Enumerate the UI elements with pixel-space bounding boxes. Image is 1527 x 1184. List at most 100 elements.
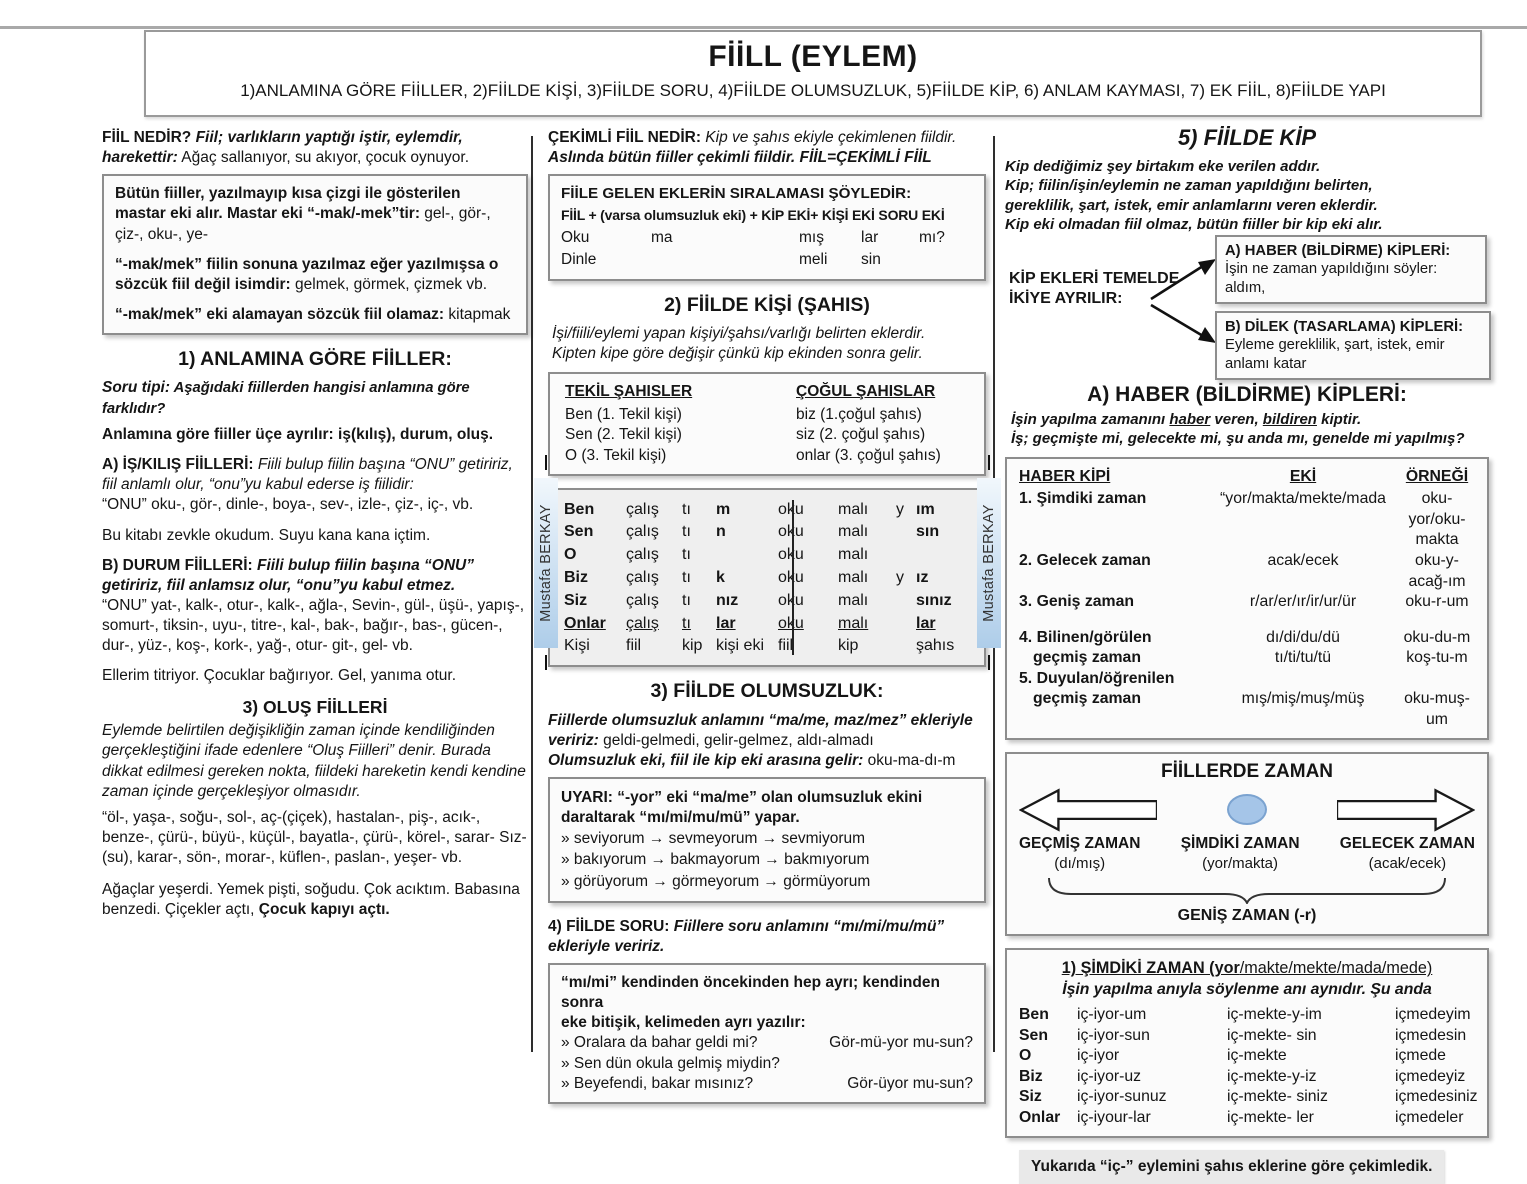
soru-example-line: » Sen dün okula gelmiş miydin? — [561, 1054, 973, 1074]
conj-cell — [896, 591, 916, 612]
ekler-cell: mı? — [919, 229, 945, 247]
page-header: FİİLL (EYLEM) 1)ANLAMINA GÖRE FİİLLER, 2… — [144, 30, 1482, 117]
conj-cell: oku — [778, 614, 804, 632]
person: Onlar — [1019, 1108, 1061, 1126]
soru-example-right: Gör-üyor mu-sun? — [847, 1074, 973, 1092]
ekler-cell: Dinle — [561, 251, 597, 269]
simdiki-row: Ben iç-iyor-um iç-mekte-y-im içmedeyim — [1019, 1005, 1475, 1026]
ekler-cell: mış — [799, 229, 824, 247]
haber-ornek: oku-muş-um — [1404, 690, 1470, 728]
haber-ornek: koş-tu-m — [1406, 649, 1468, 667]
simdiki-subtitle: İşin yapılma anıyla söylenme anı aynıdır… — [1062, 981, 1432, 999]
simdiki-row: O iç-iyor iç-mekte içmede — [1019, 1046, 1475, 1067]
conj-footer-cell: şahıs — [916, 637, 955, 655]
person: Biz — [1019, 1067, 1043, 1085]
tekil-item: Sen (2. Tekil kişi) — [565, 426, 682, 444]
is-kilis-label: A) İŞ/KILIŞ FİİLLERİ: — [102, 456, 254, 474]
soru-example: » Beyefendi, bakar mısınız? — [561, 1074, 754, 1092]
conj-cell: tı — [682, 614, 691, 632]
haber-kip: 5. Duyulan/öğrenilen — [1019, 669, 1175, 687]
branch-label-line2: İKİYE AYRILIR: — [1009, 290, 1123, 308]
olumsuzluk-p2-bi: Olumsuzluk eki, fiil ile kip eki arasına… — [548, 751, 864, 769]
conj-cell: tı — [682, 500, 691, 518]
durum-block: B) DURUM FİİLLERİ: Fiili bulup fiilin ba… — [102, 556, 528, 657]
sahis-box: TEKİL ŞAHISLER Ben (1. Tekil kişi) Sen (… — [548, 372, 986, 476]
mastar-p3-rest: kitapmak — [444, 305, 511, 323]
future-label: GELECEK ZAMAN — [1339, 834, 1475, 852]
form-mekte: iç-mekte-y-im — [1227, 1005, 1322, 1023]
haber-ornek: oku-du-m — [1403, 628, 1471, 646]
past-sub: (dı/mış) — [1054, 855, 1106, 873]
conj-cell: tı — [682, 569, 691, 587]
zaman-arrows-row — [1019, 788, 1475, 832]
conj-cell: m — [716, 500, 731, 518]
haber-col-ornek: ÖRNEĞİ — [1405, 467, 1469, 485]
soru-example-right: Gör-mü-yor mu-sun? — [829, 1034, 973, 1052]
conj-cell: malı — [838, 523, 869, 541]
simdiki-row: Biz iç-iyor-uz iç-mekte-y-iz içmedeyiz — [1019, 1067, 1475, 1088]
uyari-text: UYARI: “-yor” eki “ma/me” olan olumsuzlu… — [561, 789, 923, 827]
form-yor: iç-iyor-um — [1077, 1005, 1147, 1023]
person: Ben — [1019, 1005, 1049, 1023]
conj-cell: k — [716, 569, 725, 587]
form-mede: içmede — [1395, 1047, 1446, 1065]
ekler-cell: meli — [799, 251, 828, 269]
conj-cell: Sen — [564, 523, 594, 541]
haber-row: 2. Gelecek zaman acak/ecek oku-y-acağ-ım — [1019, 551, 1475, 592]
mastar-p1: Bütün fiiller, yazılmayıp kısa çizgi ile… — [115, 184, 515, 244]
future-arrow-icon — [1337, 788, 1475, 832]
conj-cell: y — [896, 569, 904, 587]
ekler-cell — [919, 250, 973, 270]
conj-cell: tı — [682, 523, 691, 541]
cogul-item: biz (1.çoğul şahıs) — [796, 406, 922, 424]
branch-label: KİP EKLERİ TEMELDE İKİYE AYRILIR: — [1009, 269, 1179, 311]
mastar-p2-bold: “-mak/mek” fiilin sonuna yazılmaz eğer y… — [115, 255, 499, 293]
conj-cell: çalış — [626, 591, 659, 609]
tekil-column: TEKİL ŞAHISLER Ben (1. Tekil kişi) Sen (… — [561, 382, 764, 466]
olumsuzluk-p1-rest: geldi-gelmedi, gelir-gelmez, aldı-almadı — [598, 731, 874, 749]
conj-cell: y — [896, 500, 904, 518]
conjugation-table: Ben çalış tı m oku malı y ım Sen çalış tı n oku malı… — [564, 500, 978, 658]
genis-zaman-label: GENİŞ ZAMAN (-r) — [1177, 906, 1317, 924]
watermark-text: Mustafa BERKAY — [981, 504, 997, 622]
haber-sub1-post: kiptir. — [1316, 410, 1362, 428]
conj-cell — [896, 614, 916, 635]
form-mede: içmedeyim — [1395, 1005, 1471, 1023]
conj-cell: çalış — [626, 569, 659, 587]
uyari-example: » görüyorum → görmeyorum → görmüyorum — [561, 872, 871, 890]
soru-paragraph: 4) FİİLDE SORU: Fiillere soru anlamını “… — [548, 917, 986, 957]
uyari-example: » seviyorum → sevmeyorum → sevmiyorum — [561, 830, 866, 848]
haber-kipleri-box: A) HABER (BİLDİRME) KİPLERİ: İşin ne zam… — [1215, 234, 1487, 305]
conj-cell: malı — [838, 614, 869, 632]
cogul-item: siz (2. çoğul şahıs) — [796, 426, 926, 444]
ekler-grid: Oku ma mış lar mı? Dinle meli sin — [561, 228, 973, 270]
dilek-kipleri-text: Eyleme gereklilik, şart, istek, emir anl… — [1225, 337, 1445, 372]
form-yor: iç-iyor — [1077, 1047, 1120, 1065]
person: Siz — [1019, 1088, 1042, 1106]
kip-line2: Kip; fiilin/işin/eylemin ne zaman yapıld… — [1005, 177, 1373, 195]
past-label: GEÇMİŞ ZAMAN — [1019, 834, 1141, 852]
heading-fiilde-kisi: 2) FİİLDE KİŞİ (ŞAHIS) — [664, 293, 870, 316]
tekil-item: Ben (1. Tekil kişi) — [565, 406, 682, 424]
olus-sentences: Ağaçlar yeşerdi. Yemek pişti, soğudu. Ço… — [102, 880, 528, 920]
conj-cell: Onlar — [564, 614, 606, 632]
ekler-cell: sin — [861, 251, 881, 269]
tekil-item: O (3. Tekil kişi) — [565, 446, 667, 464]
form-mede: içmedesiniz — [1395, 1088, 1478, 1106]
present-label: ŞİMDİKİ ZAMAN — [1180, 834, 1300, 852]
conj-cell: çalış — [626, 500, 659, 518]
ekler-cell — [651, 250, 799, 270]
person: O — [1019, 1047, 1032, 1065]
olus-def: Eylemde belirtilen değişikliğin zaman iç… — [102, 722, 526, 800]
haber-table-box: HABER KİPİ EKİ ÖRNEĞİ 1. Şimdiki zaman “… — [1005, 456, 1489, 741]
past-label-group: GEÇMİŞ ZAMAN (dı/mış) — [1019, 834, 1140, 874]
haber-eki: tı/ti/tu/tü — [1274, 649, 1332, 667]
cekimli-line2: Aslında bütün fiiller çekimli fiildir. F… — [548, 149, 932, 167]
conj-footer-cell: fiil — [626, 637, 642, 655]
person: Sen — [1019, 1026, 1048, 1044]
olumsuzluk-p2-rest: oku-ma-dı-m — [863, 751, 956, 769]
durum-def: Fiili bulup fiilin başına “ONU” getiriri… — [102, 556, 474, 594]
watermark-tick — [545, 655, 547, 670]
kip-line4: Kip eki olmadan fiil olmaz, bütün fiille… — [1005, 216, 1383, 234]
conj-footer-cell: Kişi — [564, 637, 590, 655]
